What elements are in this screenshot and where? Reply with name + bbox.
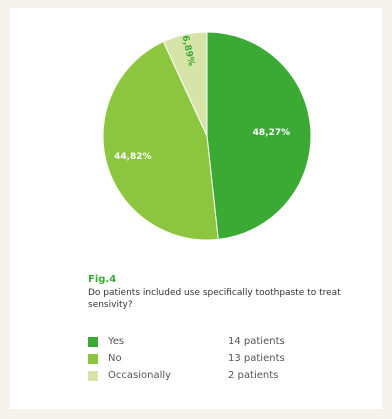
legend-swatch	[88, 336, 98, 347]
chart-legend: Yes 14 patients No 13 patients Occasiona…	[88, 333, 318, 384]
pie-slice-no	[102, 40, 219, 241]
legend-count: 14 patients	[228, 336, 285, 347]
pie-chart: 48,27%44,82%6,89%	[102, 31, 312, 241]
pie-slice-yes	[206, 31, 312, 240]
legend-item-yes: Yes 14 patients	[88, 333, 318, 350]
figure-question: Do patients included use specifically to…	[88, 288, 341, 310]
figure-caption: Fig.4 Do patients included use specifica…	[88, 274, 348, 311]
legend-swatch	[88, 353, 98, 364]
slice-label-no: 44,82%	[114, 152, 152, 162]
slice-label-yes: 48,27%	[253, 128, 291, 138]
legend-swatch	[88, 370, 98, 381]
legend-count: 13 patients	[228, 353, 285, 364]
pie-slice-occasionally	[162, 31, 208, 137]
figure-panel: 48,27% 44,82% 6,89% Fig.4 Do patients incl…	[10, 8, 382, 409]
legend-label: Occasionally	[108, 370, 172, 381]
legend-label: No	[108, 353, 122, 364]
legend-item-no: No 13 patients	[88, 350, 318, 367]
figure-label: Fig.4	[88, 274, 117, 285]
legend-label: Yes	[108, 336, 125, 347]
legend-count: 2 patients	[228, 370, 279, 381]
legend-item-occasionally: Occasionally 2 patients	[88, 367, 318, 384]
